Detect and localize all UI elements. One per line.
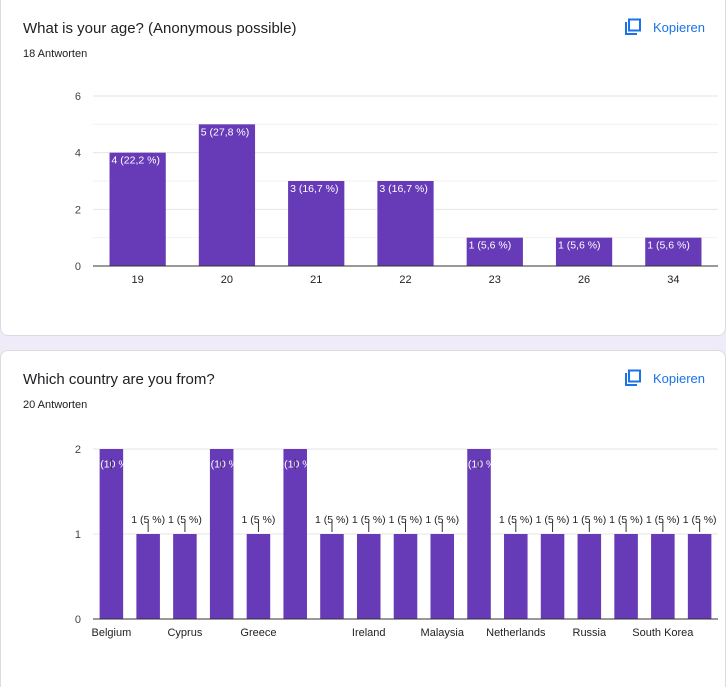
bar <box>540 534 565 619</box>
bar <box>288 181 345 266</box>
bar <box>555 237 613 266</box>
bar <box>283 449 307 619</box>
copy-button[interactable]: Kopieren <box>624 18 705 36</box>
data-label: 5 (27,8 %) <box>201 126 249 138</box>
bar <box>356 534 381 619</box>
bar <box>377 181 434 266</box>
data-label: 1 (5,6 %) <box>469 240 512 252</box>
x-tick-label: 21 <box>310 274 322 286</box>
bar <box>504 534 528 619</box>
data-label: 3 (16,7 %) <box>290 183 338 195</box>
country-question-card: Which country are you from? 20 Antworten… <box>0 350 726 687</box>
bar <box>136 534 160 619</box>
data-label: 1 (5,6 %) <box>558 240 601 252</box>
data-label: 1 (5 %) <box>609 514 643 526</box>
x-tick-label: 22 <box>399 274 411 286</box>
y-tick-label: 2 <box>75 444 81 456</box>
x-tick-label: Belgium <box>92 627 132 639</box>
bar <box>430 534 455 619</box>
data-label: 1 (5 %) <box>425 514 459 526</box>
bar <box>173 534 197 619</box>
x-tick-label: Malaysia <box>421 627 465 639</box>
data-label: 1 (5 %) <box>168 514 202 526</box>
bar <box>645 237 702 266</box>
copy-button[interactable]: Kopieren <box>624 369 705 387</box>
question-title: Which country are you from? <box>23 371 215 388</box>
age-question-card: What is your age? (Anonymous possible) 1… <box>0 0 726 336</box>
bar <box>577 534 602 619</box>
data-label: 1 (5 %) <box>352 514 386 526</box>
data-label: 3 (16,7 %) <box>379 183 427 195</box>
copy-icon <box>624 18 642 36</box>
x-tick-label: Ireland <box>352 627 386 639</box>
x-tick-label: Netherlands <box>486 627 546 639</box>
x-tick-label: 23 <box>489 274 501 286</box>
bar <box>99 449 124 619</box>
question-title: What is your age? (Anonymous possible) <box>23 20 297 37</box>
y-tick-label: 6 <box>75 91 81 103</box>
bar <box>687 534 712 619</box>
y-tick-label: 0 <box>75 261 81 273</box>
copy-button-label: Kopieren <box>652 19 705 35</box>
bar <box>198 124 256 266</box>
bar <box>209 449 234 619</box>
bar <box>651 534 675 619</box>
data-label: 1 (5 %) <box>499 514 533 526</box>
bar <box>246 534 271 619</box>
bar <box>467 449 491 619</box>
bar <box>109 152 166 266</box>
x-tick-label: 34 <box>667 274 679 286</box>
x-tick-label: Russia <box>573 627 608 639</box>
y-tick-label: 1 <box>75 529 81 541</box>
data-label: 1 (5,6 %) <box>647 240 690 252</box>
copy-button-label: Kopieren <box>652 370 705 386</box>
y-tick-label: 0 <box>75 614 81 626</box>
x-tick-label: Cyprus <box>167 627 202 639</box>
bar <box>614 534 638 619</box>
bar <box>466 237 523 266</box>
x-tick-label: 26 <box>578 274 590 286</box>
data-label: 1 (5 %) <box>389 514 423 526</box>
bar <box>320 534 344 619</box>
data-label: 1 (5 %) <box>242 514 276 526</box>
x-tick-label: 19 <box>132 274 144 286</box>
data-label: 1 (5 %) <box>131 514 165 526</box>
y-tick-label: 4 <box>75 148 81 160</box>
data-label: 1 (5 %) <box>683 514 717 526</box>
y-tick-label: 2 <box>75 204 81 216</box>
data-label: 1 (5 %) <box>536 514 570 526</box>
response-count: 20 Antworten <box>23 399 88 411</box>
response-count: 18 Antworten <box>23 48 88 60</box>
x-tick-label: South Korea <box>632 627 694 639</box>
data-label: 1 (5 %) <box>572 514 606 526</box>
bar <box>393 534 418 619</box>
x-tick-label: Greece <box>240 627 276 639</box>
age-bar-chart: 0 2 4 6 4 (22,2 %) 19 5 (27,8 %) 20 3 (16,7 %) 21… <box>75 91 718 286</box>
data-label: 1 (5 %) <box>315 514 349 526</box>
data-label: 1 (5 %) <box>646 514 680 526</box>
copy-icon <box>624 369 642 387</box>
x-tick-label: 20 <box>221 274 233 286</box>
data-label: 4 (22,2 %) <box>112 155 160 167</box>
